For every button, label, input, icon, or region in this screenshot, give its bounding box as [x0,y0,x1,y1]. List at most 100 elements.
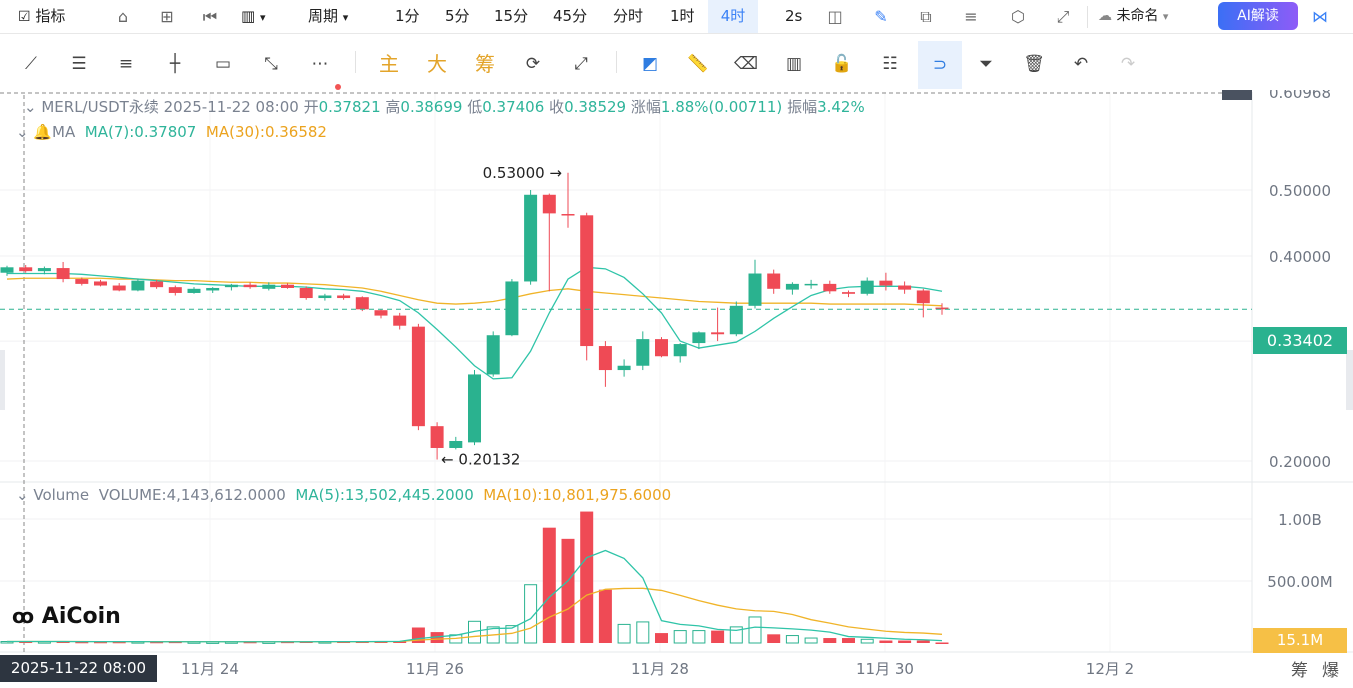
logo-text: AiCoin [41,604,121,629]
volume-bar [898,640,912,643]
filter-icon[interactable]: ⏷ [979,54,993,74]
layout-name-dropdown[interactable]: ☁ 未命名 ▾ [1098,0,1168,33]
ma-lines [6,266,943,380]
undo-icon[interactable]: ↶ [1073,54,1089,74]
volume-bar [542,527,556,643]
main-chip-button[interactable]: 主 [379,52,399,76]
timeframe-5m[interactable]: 5分 [445,7,470,25]
trash-icon[interactable]: 🗑 [1023,54,1045,74]
lock-icon[interactable]: 🔓 [831,54,853,74]
candle-body [0,267,14,273]
ma7-value: MA(7):0.37807 [84,123,197,141]
volume-legend: ⌄ Volume VOLUME:4,143,612.0000 MA(5):13,… [16,486,671,504]
share-icon[interactable]: ⋈ [1312,7,1328,26]
timeframe-45m[interactable]: 45分 [553,7,588,25]
measure-icon[interactable]: ⤡ [264,54,278,74]
candle-body [598,346,612,371]
more-icon[interactable]: ⋯ [311,54,329,74]
big-order-button[interactable]: 大 [427,52,447,76]
chip-distribution-button[interactable]: 筹 [475,52,495,76]
candle-body [823,283,837,292]
fullscreen-icon[interactable]: ⤢ [1056,7,1070,26]
list-icon[interactable]: ≡ [964,7,978,26]
time-axis-label: 11月 28 [631,660,689,678]
volume-bar [655,633,668,643]
template-icon[interactable]: ⌂ [117,7,129,26]
indicator-label: 指标 [35,7,66,25]
divider [1087,6,1088,28]
collapse-icon[interactable]: ⌄ [24,98,37,116]
ohlc-header: ⌄ MERL/USDT永续 2025-11-22 08:00 开0.37821 … [24,96,865,117]
bell-icon[interactable]: 🔔 [33,123,53,141]
candle-body [56,268,70,280]
left-scroll-handle [0,350,5,410]
period-dropdown[interactable]: 周期 ▾ [308,0,348,33]
camera-icon[interactable]: ◫ [827,7,843,26]
volume-ma-lines [7,549,943,643]
collapse-icon[interactable]: ⌄ [16,123,29,141]
candle-body [187,288,201,293]
trend-line-icon[interactable]: ⟋ [25,54,37,74]
replay-icon[interactable]: ⏮ [202,7,218,26]
candle-body [505,281,519,336]
timeframe-tick[interactable]: 分时 [613,7,644,25]
ruler-slash-icon[interactable]: ⤢ [574,54,588,74]
rectangle-icon[interactable]: ▭ [214,54,232,74]
candle-body [636,339,650,366]
notification-dot [335,84,341,90]
magnet-icon[interactable]: ⊃ [918,41,962,89]
candle-body [711,332,725,335]
candles-icon[interactable]: ▥ [785,54,803,74]
annotation-icon[interactable]: ⧉ [920,7,932,26]
volume-bar [636,621,650,644]
timeframe-4h[interactable]: 4时 [708,0,758,33]
volume-bar [729,626,743,644]
volume-bar [692,630,706,644]
candle-type-dropdown[interactable]: ▥ ▾ [241,0,266,33]
ma-legend: ⌄ 🔔MA MA(7):0.37807 MA(30):0.36582 [16,123,327,141]
candle-body [355,297,369,310]
chip-toggle[interactable]: 筹 [1291,661,1308,681]
volume-bar [767,634,781,643]
symbol: MERL/USDT永续 [41,98,159,116]
refresh-interval[interactable]: 2s [785,7,803,25]
ai-interpret-button[interactable]: AI解读 [1218,2,1298,30]
volume-bar [748,616,762,644]
high-annotation: 0.53000 → [483,164,562,182]
eraser-icon[interactable]: ⌫ [733,54,759,74]
candle-body [804,283,818,286]
open-value: 0.37821 [318,98,381,116]
horizontal-lines-icon[interactable]: ≡ [118,54,134,74]
volume-bar [617,623,631,644]
candle-body [37,268,51,272]
change-label: 涨幅 [630,98,661,116]
layout-icon[interactable]: ⊞ [160,7,174,26]
timeframe-1m[interactable]: 1分 [395,7,420,25]
high-label: 高 [385,98,401,116]
candle-body [879,280,893,286]
candle-body [94,281,107,286]
candle-body [337,295,351,299]
indicator-button[interactable]: ☑ 指标 [18,0,65,33]
candle-body [168,287,182,293]
volume-bar [935,642,949,645]
parallel-lines-icon[interactable]: ☰ [71,54,87,74]
candle-body [299,287,313,299]
pencil-icon[interactable]: ✎ [874,7,888,26]
collapse-icon[interactable]: ⌄ [16,486,29,504]
settings-icon[interactable]: ⬡ [1011,7,1025,26]
volume-bar [56,641,70,644]
ruler-icon[interactable]: 📏 [687,54,709,74]
sync-icon[interactable]: ⟳ [525,54,541,74]
edit-list-icon[interactable]: ☷ [882,54,898,74]
liquidation-toggle[interactable]: 爆 [1322,661,1339,681]
timeframe-1h[interactable]: 1时 [670,7,695,25]
logo-mark-icon: ꝏ [12,604,35,628]
horizontal-line-icon[interactable]: ┼ [169,54,181,74]
price-chart[interactable]: 0.53000 →← 0.20132 0.500000.400000.30000… [0,90,1353,688]
volume-bar [430,632,444,643]
candle-body [411,326,425,427]
cursor-icon[interactable]: ◩ [641,54,659,74]
redo-icon[interactable]: ↷ [1120,54,1136,74]
timeframe-15m[interactable]: 15分 [494,7,529,25]
